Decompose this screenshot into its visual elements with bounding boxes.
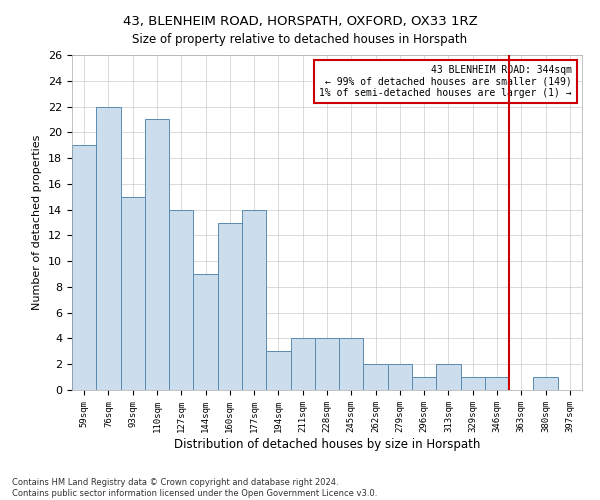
Bar [364, 364, 388, 390]
Bar [242, 210, 266, 390]
Bar [72, 145, 96, 390]
Bar [218, 222, 242, 390]
Bar [145, 120, 169, 390]
Bar [461, 377, 485, 390]
Bar [388, 364, 412, 390]
Text: 43 BLENHEIM ROAD: 344sqm
← 99% of detached houses are smaller (149)
1% of semi-d: 43 BLENHEIM ROAD: 344sqm ← 99% of detach… [319, 65, 572, 98]
Bar [485, 377, 509, 390]
Bar [315, 338, 339, 390]
X-axis label: Distribution of detached houses by size in Horspath: Distribution of detached houses by size … [174, 438, 480, 450]
Text: Contains HM Land Registry data © Crown copyright and database right 2024.
Contai: Contains HM Land Registry data © Crown c… [12, 478, 377, 498]
Y-axis label: Number of detached properties: Number of detached properties [32, 135, 43, 310]
Bar [533, 377, 558, 390]
Bar [266, 352, 290, 390]
Bar [96, 106, 121, 390]
Bar [169, 210, 193, 390]
Text: 43, BLENHEIM ROAD, HORSPATH, OXFORD, OX33 1RZ: 43, BLENHEIM ROAD, HORSPATH, OXFORD, OX3… [122, 15, 478, 28]
Bar [290, 338, 315, 390]
Bar [121, 196, 145, 390]
Bar [339, 338, 364, 390]
Bar [436, 364, 461, 390]
Text: Size of property relative to detached houses in Horspath: Size of property relative to detached ho… [133, 32, 467, 46]
Bar [412, 377, 436, 390]
Bar [193, 274, 218, 390]
